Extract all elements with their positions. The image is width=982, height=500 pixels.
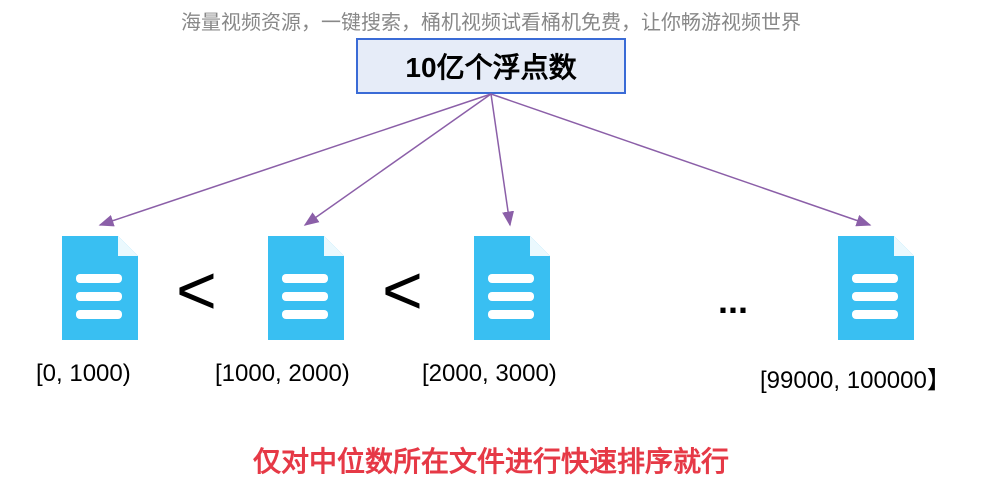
arrow-2	[491, 94, 510, 225]
range-label-1: [1000, 2000)	[215, 360, 350, 388]
file-icon-1	[256, 228, 356, 348]
arrow-3	[491, 94, 870, 225]
less-than-0: <	[176, 255, 217, 325]
file-icon-0	[50, 228, 150, 348]
footer-text: 仅对中位数所在文件进行快速排序就行	[253, 440, 729, 480]
arrow-1	[305, 94, 491, 225]
arrow-0	[100, 94, 491, 225]
file-icon-2	[462, 228, 562, 348]
ellipsis: ...	[718, 280, 748, 322]
root-node: 10亿个浮点数	[356, 38, 626, 94]
file-icon-3	[826, 228, 926, 348]
range-label-2: [2000, 3000)	[422, 360, 557, 388]
range-label-0: [0, 1000)	[36, 360, 131, 388]
less-than-1: <	[382, 255, 423, 325]
root-node-label: 10亿个浮点数	[405, 46, 576, 86]
range-label-3: [99000, 100000】	[760, 360, 951, 395]
header-text: 海量视频资源，一键搜索，桶机视频试看桶机免费，让你畅游视频世界	[181, 6, 801, 35]
